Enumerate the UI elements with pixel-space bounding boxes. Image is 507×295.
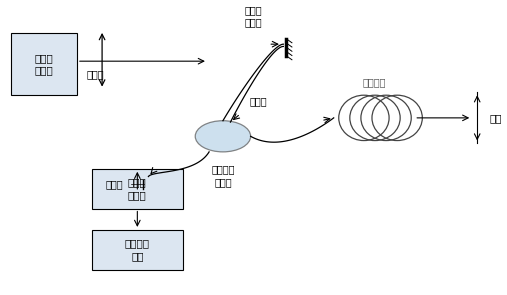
FancyBboxPatch shape [92, 230, 183, 270]
Text: 应力: 应力 [490, 113, 502, 123]
Text: 信号处理
系统: 信号处理 系统 [125, 238, 150, 261]
Text: 起偏器: 起偏器 [87, 69, 104, 79]
FancyBboxPatch shape [92, 169, 183, 209]
Text: 探测器: 探测器 [106, 179, 124, 189]
Text: 光外差
接收机: 光外差 接收机 [128, 178, 147, 200]
Text: 参考臂: 参考臂 [249, 96, 267, 106]
FancyBboxPatch shape [12, 33, 77, 95]
FancyBboxPatch shape [126, 177, 149, 192]
Circle shape [195, 121, 250, 152]
Text: 保偏光纤
耦合器: 保偏光纤 耦合器 [211, 165, 235, 187]
Text: 线性扫
频光源: 线性扫 频光源 [35, 53, 54, 75]
Text: 保偏光纤: 保偏光纤 [362, 77, 386, 87]
Text: 法拉第
反射镜: 法拉第 反射镜 [244, 5, 262, 27]
